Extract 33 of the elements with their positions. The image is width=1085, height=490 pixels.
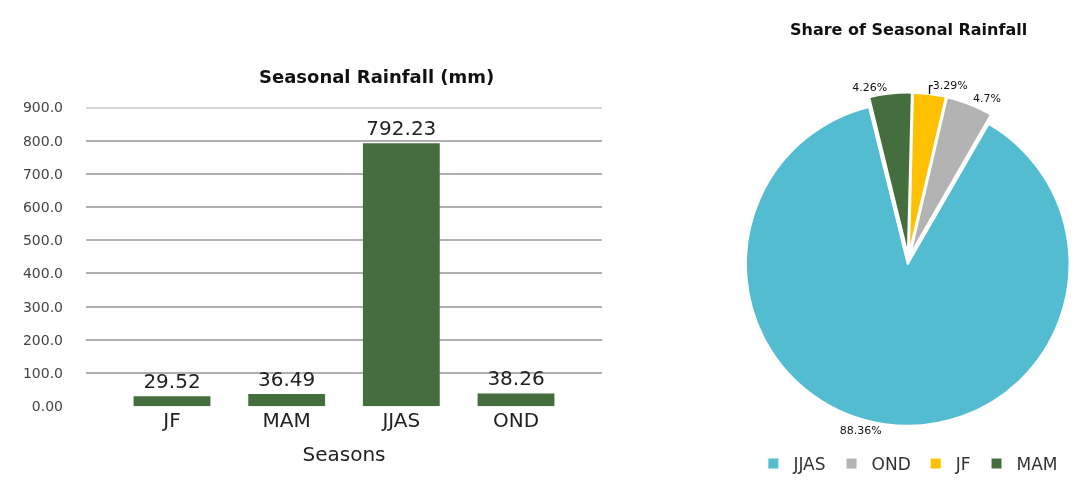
y-tick-label: 600.0: [22, 198, 63, 215]
data-label: 29.52: [143, 369, 201, 394]
x-tick-label: OND: [492, 408, 540, 433]
x-tick-label: JJAS: [380, 408, 421, 433]
x-axis-title: Seasons: [302, 441, 386, 466]
data-label: 36.49: [258, 367, 316, 392]
y-tick-label: 300.0: [22, 298, 63, 315]
data-label: 3.29%: [932, 79, 968, 93]
y-tick-label: 700.0: [22, 165, 63, 182]
y-tick-label: 200.0: [22, 331, 63, 348]
data-label: 792.23: [366, 116, 437, 141]
x-tick-label: MAM: [262, 408, 311, 433]
chart-title: Share of Seasonal Rainfall: [790, 20, 1028, 39]
y-tick-label: 0.00: [31, 398, 63, 415]
y-tick-label: 800.0: [22, 132, 63, 149]
chart-title: Seasonal Rainfall (mm): [259, 66, 495, 87]
bar: [477, 393, 555, 407]
x-tick-label: JF: [161, 408, 181, 433]
data-label: 4.7%: [972, 92, 1001, 106]
data-label: 4.26%: [852, 80, 888, 94]
legend-label: JJAS: [792, 454, 826, 475]
legend-label: MAM: [1016, 454, 1058, 475]
legend-label: JF: [954, 454, 971, 475]
bar: [362, 143, 440, 407]
y-tick-label: 100.0: [22, 364, 63, 381]
bar: [248, 394, 326, 407]
y-tick-label: 500.0: [22, 232, 63, 249]
data-label: 38.26: [487, 366, 545, 391]
y-tick-label: 900.0: [22, 99, 63, 116]
legend-label: OND: [871, 454, 911, 475]
y-tick-label: 400.0: [22, 265, 63, 282]
data-label: 88.36%: [839, 424, 882, 438]
bar: [133, 396, 211, 407]
